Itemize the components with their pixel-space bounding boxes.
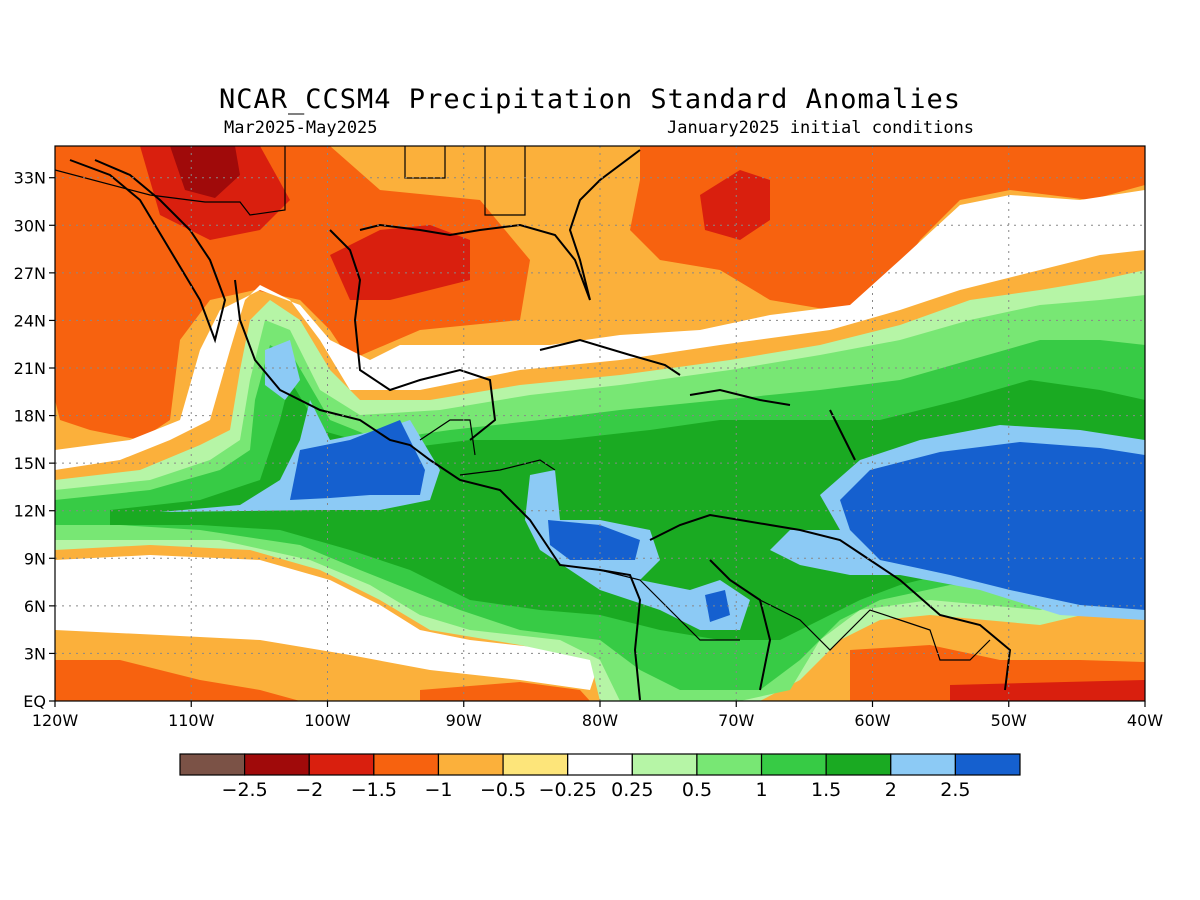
- forecast-period: Mar2025-May2025: [224, 118, 378, 138]
- colorbar-label: 1: [755, 779, 767, 801]
- colorbar-swatch: [631, 753, 698, 776]
- colorbar-label: 2: [885, 779, 897, 801]
- lat-tick-label: 18N: [14, 407, 46, 426]
- lon-tick-label: 80W: [582, 711, 618, 730]
- lat-tick-label: 27N: [14, 264, 46, 283]
- anomaly-region-dry-south: [55, 660, 300, 701]
- colorbar-swatch: [244, 753, 310, 776]
- colorbar-label: −0.25: [539, 779, 597, 801]
- anomaly-region-wet-extreme-mexico: [265, 340, 300, 400]
- colorbar-swatch: [373, 753, 440, 776]
- colorbar-swatch: [502, 753, 569, 776]
- lon-tick-label: 60W: [854, 711, 890, 730]
- lon-tick-label: 100W: [304, 711, 351, 730]
- lon-tick-label: 120W: [32, 711, 79, 730]
- map-plot-area: [55, 146, 1145, 701]
- colorbar: −2.5 −2 −1.5 −1 −0.5 −0.25 0.25 0.5 1 1.5 2 2.5: [179, 753, 1021, 801]
- anomaly-region-verydry-guiana: [950, 680, 1145, 701]
- colorbar-label: −1.5: [351, 779, 397, 801]
- anomaly-region-extreme-dry: [170, 146, 240, 198]
- colorbar-swatch: [567, 753, 633, 776]
- colorbar-label: −0.5: [480, 779, 526, 801]
- lon-tick-label: 110W: [168, 711, 215, 730]
- initial-conditions: January2025 initial conditions: [667, 118, 975, 138]
- colorbar-swatch: [954, 753, 1021, 776]
- lon-tick-label: 90W: [446, 711, 482, 730]
- colorbar-swatch: [696, 753, 763, 776]
- colorbar-swatch: [890, 753, 956, 776]
- colorbar-label: −2.5: [222, 779, 268, 801]
- lat-tick-label: 33N: [14, 169, 46, 188]
- lon-tick-label: 70W: [718, 711, 754, 730]
- axis-ticks: 120W 110W 100W 90W 80W 70W 60W 50W 40W EQ 3N 6N 9N 12…: [14, 169, 1164, 730]
- lon-tick-label: 50W: [991, 711, 1027, 730]
- lat-tick-label: 30N: [14, 216, 46, 235]
- lon-tick-label: 40W: [1127, 711, 1163, 730]
- map-title: NCAR_CCSM4 Precipitation Standard Anomal…: [219, 84, 961, 115]
- lat-tick-label: 24N: [14, 311, 46, 330]
- lat-tick-label: 21N: [14, 359, 46, 378]
- colorbar-label: −2: [295, 779, 323, 801]
- colorbar-label: 0.25: [611, 779, 653, 801]
- colorbar-label: 2.5: [940, 779, 970, 801]
- anomaly-region-neutral-band: [55, 190, 1145, 470]
- anomaly-region-wet-max-colombia: [705, 590, 730, 622]
- political-borders: [55, 146, 991, 661]
- anomaly-region-wet-max-central: [548, 520, 640, 560]
- lat-tick-label: 12N: [14, 502, 46, 521]
- lat-tick-label: 9N: [24, 549, 46, 568]
- colorbar-label: 0.5: [682, 779, 712, 801]
- lat-tick-label: EQ: [23, 692, 46, 711]
- lat-tick-label: 15N: [14, 454, 46, 473]
- colorbar-swatch: [437, 753, 504, 776]
- anomaly-region-dry-south2: [420, 682, 590, 701]
- grid-lines: [55, 146, 1145, 701]
- colorbar-swatch: [308, 753, 375, 776]
- anomaly-region-wet-max-atlantic: [840, 442, 1145, 610]
- lat-tick-label: 6N: [24, 597, 46, 616]
- anomaly-region-verydry-gulf: [330, 225, 470, 300]
- lat-tick-label: 3N: [24, 644, 46, 663]
- colorbar-swatch: [825, 753, 892, 776]
- anomaly-region-verydry-atlantic: [700, 170, 770, 240]
- colorbar-swatch: [179, 753, 246, 776]
- colorbar-label: −1: [424, 779, 452, 801]
- colorbar-swatch: [760, 753, 827, 776]
- colorbar-label: 1.5: [811, 779, 841, 801]
